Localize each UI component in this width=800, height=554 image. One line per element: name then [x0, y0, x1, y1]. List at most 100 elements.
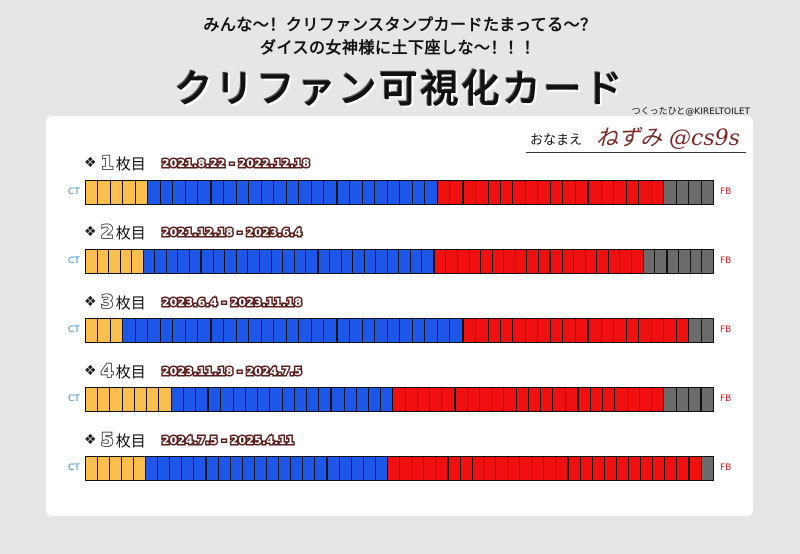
- stamp-cell-red: [651, 181, 665, 204]
- stamp-cell-red: [430, 388, 443, 411]
- stamp-cell-blue: [198, 181, 212, 204]
- stamp-cell-red: [387, 457, 400, 480]
- stamp-cell-red: [550, 319, 564, 342]
- stamp-cell-red: [581, 457, 594, 480]
- stamp-cell-gray: [676, 388, 689, 411]
- stamp-cell-blue: [324, 319, 338, 342]
- stamp-cell-red: [448, 457, 461, 480]
- stamp-cell-blue: [350, 319, 363, 342]
- row-mai-label: 枚目: [115, 223, 146, 242]
- stamp-cell-red: [620, 250, 632, 273]
- stamp-cell-blue: [332, 388, 345, 411]
- stamp-cell-blue: [376, 250, 388, 273]
- stamp-cell-blue: [181, 457, 194, 480]
- header-line-1: みんな〜！クリファンスタンプカードたまってる〜？: [203, 15, 597, 34]
- stamp-cell-red: [399, 457, 412, 480]
- stamp-cell-red: [532, 457, 545, 480]
- stamp-cell-ct: [110, 388, 123, 411]
- stamp-cell-red: [393, 388, 406, 411]
- name-label: おなまえ: [530, 133, 583, 148]
- stamp-cell-gray: [701, 181, 714, 204]
- stamp-cell-ct: [86, 388, 99, 411]
- stamp-cell-red: [664, 319, 677, 342]
- name-value: ねずみ @cs9s: [596, 126, 740, 151]
- stamp-cell-red: [563, 319, 576, 342]
- stamp-cell-red: [516, 388, 529, 411]
- stamp-cell-ct: [109, 250, 121, 273]
- row-header-1: ❖ 1 枚目 2021.8.22 - 2022.12.18: [84, 151, 311, 175]
- row-date-range: 2023.6.4 - 2023.11.18: [160, 294, 303, 310]
- stamp-cell-blue: [236, 181, 250, 204]
- stamp-cell-gray: [702, 457, 714, 480]
- stamp-cell-red: [639, 388, 653, 411]
- stamp-cell-gray: [643, 250, 656, 273]
- stamp-cell-red: [463, 319, 477, 342]
- stamp-cell-blue: [202, 250, 214, 273]
- ct-label: CT: [68, 256, 80, 266]
- stamp-cell-blue: [353, 250, 365, 273]
- stamp-cell-ct: [110, 181, 124, 204]
- stamp-cell-red: [639, 319, 652, 342]
- stamp-cell-blue: [236, 319, 250, 342]
- stamp-cell-blue: [425, 181, 438, 204]
- stamp-cell-blue: [270, 388, 283, 411]
- stamp-cell-blue: [224, 319, 237, 342]
- stamp-cell-red: [538, 181, 551, 204]
- stamp-cell-red: [575, 319, 590, 342]
- stamp-cell-blue: [143, 250, 156, 273]
- stamp-cell-blue: [266, 457, 279, 480]
- stamp-cell-red: [615, 388, 628, 411]
- stamp-cell-red: [538, 250, 552, 273]
- stamp-cell-blue: [314, 457, 328, 480]
- stamp-cell-red: [541, 388, 554, 411]
- stamp-cell-ct: [110, 319, 124, 342]
- stamp-cell-blue: [450, 319, 464, 342]
- stamp-cell-gray: [702, 250, 713, 273]
- stamp-cell-blue: [155, 250, 167, 273]
- stamp-cell-blue: [299, 181, 312, 204]
- stamp-cell-blue: [422, 250, 435, 273]
- stamp-cell-blue: [337, 319, 351, 342]
- diamond-icon: ❖: [84, 224, 97, 240]
- stamp-bar-2: [85, 249, 714, 274]
- stamp-cell-blue: [327, 457, 340, 480]
- row-header-5: ❖ 5 枚目 2024.7.5 - 2025.4.11: [84, 428, 296, 452]
- stamp-cell-blue: [330, 250, 342, 273]
- stamp-cell-red: [614, 319, 627, 342]
- header-line-2: ダイスの女神様に土下座しな〜！！！: [259, 38, 541, 57]
- stamp-cell-ct: [159, 388, 172, 411]
- stamp-cell-ct: [134, 388, 148, 411]
- stamp-cell-ct: [98, 181, 111, 204]
- stamp-cell-red: [460, 457, 473, 480]
- row-mai-label: 枚目: [115, 362, 146, 381]
- row-number: 1: [100, 151, 115, 175]
- stamp-cell-red: [556, 457, 570, 480]
- row-date-range: 2024.7.5 - 2025.4.11: [160, 432, 295, 448]
- stamp-cell-blue: [375, 319, 388, 342]
- stamp-cell-red: [525, 181, 539, 204]
- diamond-icon: ❖: [84, 363, 97, 379]
- stamp-cell-blue: [369, 388, 382, 411]
- stamp-cell-red: [442, 388, 456, 411]
- stamp-cell-red: [450, 181, 464, 204]
- stamp-cell-ct: [86, 457, 98, 480]
- stamp-cell-blue: [337, 181, 351, 204]
- stamp-cell-blue: [135, 319, 149, 342]
- ct-label: CT: [68, 325, 80, 335]
- stamp-cell-red: [515, 250, 528, 273]
- stamp-cell-blue: [362, 319, 376, 342]
- stamp-cell-gray: [655, 250, 668, 273]
- stamp-cell-blue: [399, 250, 411, 273]
- stamp-cell-blue: [157, 457, 170, 480]
- stamp-cell-red: [520, 457, 533, 480]
- stamp-cell-blue: [236, 250, 249, 273]
- stamp-cell-red: [617, 457, 630, 480]
- stamp-cell-blue: [166, 250, 179, 273]
- stamp-cell-red: [574, 250, 586, 273]
- diamond-icon: ❖: [84, 155, 97, 171]
- stamp-cell-gray: [667, 250, 680, 273]
- stamp-cell-red: [563, 181, 576, 204]
- stamp-cell-ct: [97, 457, 110, 480]
- stamp-cell-gray: [701, 388, 714, 411]
- stamp-cell-ct: [121, 457, 134, 480]
